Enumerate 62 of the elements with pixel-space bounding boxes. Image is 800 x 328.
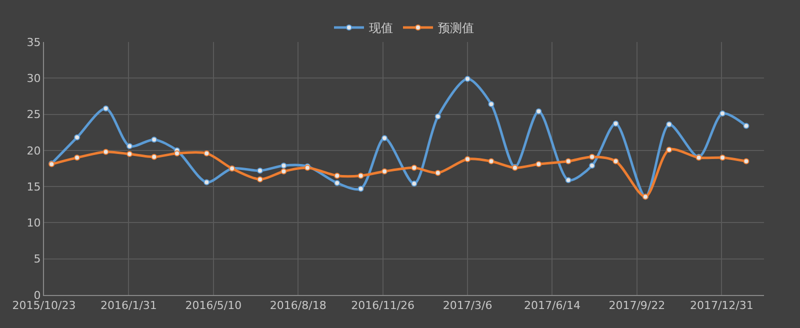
- legend-label: 预测值: [438, 21, 474, 36]
- point: [589, 162, 596, 169]
- legend-label: 现值: [369, 21, 393, 36]
- point: [743, 122, 750, 129]
- point: [382, 168, 388, 174]
- x-tick-label: 2016/8/18: [270, 299, 326, 312]
- point: [204, 179, 210, 186]
- point: [666, 121, 672, 128]
- point: [666, 146, 672, 153]
- point: [565, 158, 572, 164]
- x-tick-label: 2017/12/31: [690, 299, 754, 312]
- x-tick-label: 2017/9/22: [608, 299, 666, 312]
- point: [257, 176, 263, 182]
- point: [358, 172, 364, 179]
- y-tick-label: 10: [26, 216, 41, 230]
- point: [612, 120, 619, 127]
- point: [719, 154, 726, 161]
- point: [102, 148, 109, 155]
- point: [280, 162, 287, 169]
- point: [612, 158, 619, 164]
- x-tick-label: 2017/6/14: [524, 299, 580, 312]
- x-tick-label: 2017/3/6: [442, 299, 492, 312]
- point: [589, 154, 596, 160]
- point: [488, 101, 494, 108]
- point: [411, 180, 418, 187]
- point: [204, 150, 210, 156]
- point: [743, 158, 750, 164]
- x-tick-label: 2016/1/31: [100, 299, 157, 312]
- point: [488, 158, 494, 164]
- point: [536, 161, 542, 168]
- point: [464, 156, 471, 162]
- point: [334, 180, 340, 186]
- point: [126, 151, 133, 158]
- y-tick-label: 25: [26, 108, 41, 122]
- x-tick-label: 2015/10/23: [12, 299, 76, 312]
- point: [74, 154, 80, 161]
- point: [411, 164, 418, 171]
- point: [74, 134, 80, 140]
- point: [719, 110, 726, 117]
- point: [382, 135, 388, 142]
- point: [102, 106, 109, 112]
- point: [334, 172, 340, 179]
- point: [126, 143, 133, 150]
- point: [434, 113, 441, 120]
- y-tick-label: 20: [26, 144, 41, 158]
- point: [151, 136, 158, 143]
- x-tick-label: 2016/5/10: [185, 299, 242, 312]
- point: [151, 154, 158, 160]
- point: [536, 108, 542, 114]
- point: [257, 168, 263, 174]
- point: [280, 168, 287, 174]
- y-tick-label: 0: [34, 288, 41, 302]
- y-tick-label: 35: [26, 36, 41, 49]
- y-tick-label: 15: [26, 180, 41, 194]
- point: [358, 186, 364, 192]
- y-tick-label: 5: [34, 252, 41, 266]
- point: [174, 150, 180, 156]
- point: [464, 76, 471, 82]
- x-tick-label: 2016/11/26: [351, 299, 415, 312]
- point: [434, 170, 441, 176]
- point: [565, 177, 572, 184]
- y-tick-label: 30: [26, 72, 41, 85]
